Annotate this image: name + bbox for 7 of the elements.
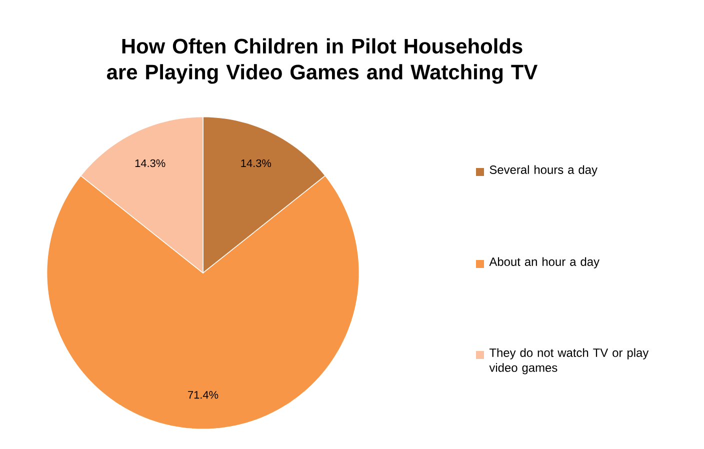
data-label: 14.3% bbox=[241, 159, 272, 168]
data-label: 71.4% bbox=[188, 391, 218, 399]
legend-label: Several hours a day bbox=[490, 165, 598, 176]
legend-label: They do not watch TV or play video games bbox=[489, 348, 649, 374]
legend-label: About an hour a day bbox=[489, 257, 600, 268]
chart-title: How Often Children in Pilot Households are Playing Video Games and Watching TV bbox=[106, 38, 538, 84]
data-label: 14.3% bbox=[135, 159, 166, 168]
